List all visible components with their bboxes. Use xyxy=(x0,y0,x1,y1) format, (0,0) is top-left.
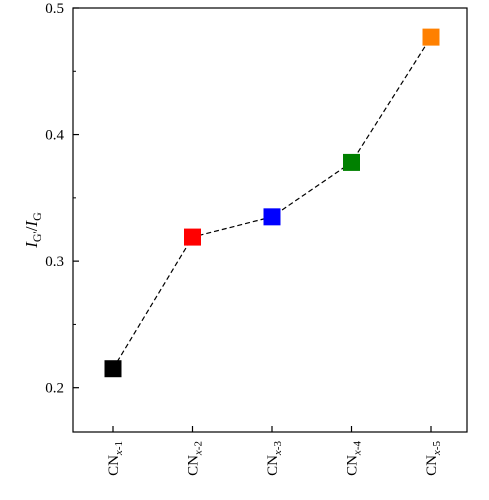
data-points xyxy=(104,28,440,378)
x-tick-label: CNx-4 xyxy=(345,441,364,476)
data-point xyxy=(104,360,122,378)
x-axis-ticks: CNx-1 CNx-2 CNx-3 CNx-4 CNx-5 xyxy=(106,426,443,476)
y-axis-title: IG'/IG xyxy=(22,212,44,249)
data-point xyxy=(422,28,440,46)
y-tick-label: 0.2 xyxy=(45,381,64,397)
y-tick-label: 0.4 xyxy=(45,128,64,144)
y-tick-label: 0.3 xyxy=(45,254,64,270)
x-tick-label: CNx-3 xyxy=(265,441,284,476)
y-axis-ticks: 0.2 0.3 0.4 0.5 xyxy=(45,1,79,397)
series-line xyxy=(112,36,432,370)
x-tick-label: CNx-5 xyxy=(424,441,443,476)
x-tick-label: CNx-1 xyxy=(106,441,125,476)
x-tick-label: CNx-2 xyxy=(186,441,205,476)
plot-frame xyxy=(72,7,468,433)
y-tick-label: 0.5 xyxy=(45,1,64,17)
data-point xyxy=(184,228,201,246)
data-point xyxy=(263,208,281,226)
data-point xyxy=(343,153,360,171)
